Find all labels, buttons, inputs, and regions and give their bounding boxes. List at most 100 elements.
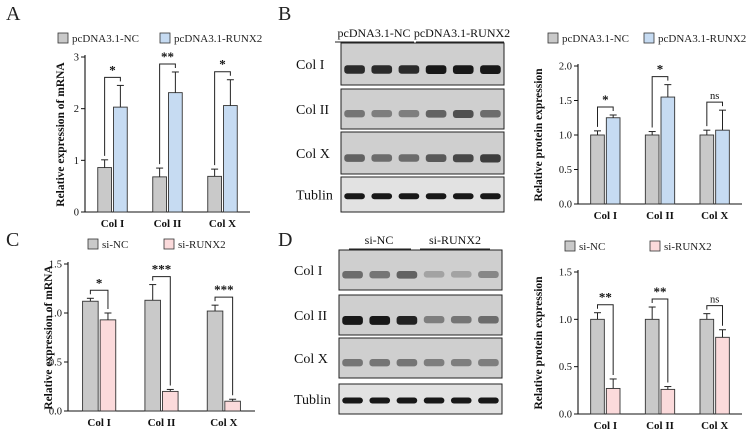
y-axis-title: Relative protein expression bbox=[533, 276, 545, 410]
bar bbox=[715, 129, 730, 205]
legend-label: pcDNA3.1-RUNX2 bbox=[658, 33, 746, 45]
bar bbox=[223, 105, 238, 213]
y-axis-title: Relative expression of mRNA bbox=[43, 265, 55, 410]
significance-label: * bbox=[109, 62, 116, 77]
bar bbox=[144, 299, 161, 412]
bar bbox=[699, 134, 715, 205]
x-tick-label: Col II bbox=[154, 218, 182, 230]
blot-band bbox=[344, 154, 365, 162]
blot-row-label: Col X bbox=[296, 147, 330, 162]
significance-label: *** bbox=[214, 282, 234, 297]
significance-bracket bbox=[706, 101, 723, 127]
blot-band bbox=[450, 397, 472, 404]
x-tick-label: Col I bbox=[594, 210, 618, 222]
legend-swatch bbox=[547, 32, 559, 44]
bar bbox=[168, 92, 183, 213]
bar bbox=[590, 318, 605, 415]
blot-band bbox=[344, 65, 365, 74]
blot-band bbox=[425, 65, 447, 75]
y-tick-label: 0.5 bbox=[49, 358, 62, 369]
x-tick-label: Col X bbox=[210, 417, 237, 429]
significance-bracket bbox=[597, 304, 614, 375]
x-tick-label: Col II bbox=[646, 420, 674, 432]
significance-bracket bbox=[597, 106, 614, 127]
y-axis-title: Relative expression of mRNA bbox=[55, 62, 67, 207]
blot-membrane bbox=[340, 131, 505, 175]
significance-bracket bbox=[706, 305, 723, 326]
blot-band bbox=[425, 193, 447, 200]
significance-label: ** bbox=[161, 49, 174, 64]
significance-label: ns bbox=[710, 295, 719, 306]
legend-swatch bbox=[57, 32, 69, 44]
blot-row-label: Col I bbox=[294, 264, 323, 279]
y-tick-label: 2.0 bbox=[559, 62, 572, 73]
chart-b: pcDNA3.1-NC pcDNA3.1-RUNX2 0.0 0.5 1.0 1.5 2.0… bbox=[533, 32, 746, 222]
blot-band bbox=[369, 359, 391, 367]
panel-letter-d: D bbox=[278, 229, 292, 251]
blot-band bbox=[423, 271, 445, 278]
blot-band bbox=[344, 193, 365, 200]
bar bbox=[715, 336, 730, 415]
blot-band bbox=[452, 154, 474, 163]
bar bbox=[660, 388, 676, 415]
blot-band bbox=[398, 154, 420, 162]
blot-band bbox=[478, 271, 499, 279]
blot-group-label: si-NC bbox=[365, 233, 394, 247]
blot-band bbox=[369, 271, 391, 279]
blot-b: pcDNA3.1-NC pcDNA3.1-RUNX2 Col I Col II Col … bbox=[296, 26, 510, 213]
x-tick-label: Col X bbox=[209, 218, 236, 230]
blot-band bbox=[369, 397, 391, 404]
blot-band bbox=[480, 65, 501, 75]
blot-band bbox=[398, 110, 420, 118]
y-axis-title: Relative protein expression bbox=[533, 68, 545, 202]
legend-label: si-NC bbox=[102, 239, 128, 251]
blot-membrane bbox=[338, 337, 503, 379]
significance-bracket bbox=[651, 76, 669, 128]
blot-row-label: Col X bbox=[294, 352, 328, 367]
blot-group-label: pcDNA3.1-NC bbox=[338, 26, 411, 40]
significance-bracket bbox=[214, 296, 234, 396]
legend-swatch bbox=[564, 240, 576, 252]
blot-band bbox=[478, 397, 499, 404]
significance-bracket bbox=[152, 276, 171, 386]
y-tick-label: 0.0 bbox=[49, 407, 62, 418]
x-tick-label: Col X bbox=[701, 420, 728, 432]
y-tick-label: 1.0 bbox=[49, 309, 62, 320]
x-tick-label: Col I bbox=[87, 417, 111, 429]
blot-band bbox=[396, 316, 418, 325]
y-tick-label: 0.5 bbox=[559, 165, 572, 176]
blot-band bbox=[450, 271, 472, 278]
bar bbox=[605, 387, 621, 415]
blot-band bbox=[369, 316, 391, 325]
blot-band bbox=[423, 397, 445, 404]
blot-membrane bbox=[338, 383, 503, 415]
blot-band bbox=[342, 397, 363, 404]
significance-bracket bbox=[651, 298, 669, 383]
blot-band bbox=[398, 65, 420, 74]
bar bbox=[82, 300, 99, 412]
blot-band bbox=[452, 65, 474, 75]
bar bbox=[590, 134, 605, 205]
significance-label: * bbox=[96, 275, 103, 290]
blot-band bbox=[480, 110, 501, 118]
blot-band bbox=[344, 110, 365, 118]
y-tick-label: 0.0 bbox=[559, 200, 572, 211]
x-tick-label: Col II bbox=[646, 210, 674, 222]
blot-band bbox=[371, 65, 393, 74]
blot-band bbox=[478, 316, 499, 324]
blot-group-label: pcDNA3.1-RUNX2 bbox=[414, 26, 510, 40]
blot-membrane bbox=[340, 176, 505, 213]
blot-band bbox=[342, 316, 363, 325]
bar bbox=[644, 134, 660, 205]
x-tick-label: Col II bbox=[148, 417, 176, 429]
legend-label: pcDNA3.1-NC bbox=[562, 33, 629, 45]
blot-band bbox=[371, 193, 393, 200]
blot-d: si-NC si-RUNX2 Col I Col II Col X Tublin bbox=[294, 233, 503, 415]
significance-label: ns bbox=[710, 91, 719, 102]
blot-row-label: Col II bbox=[294, 309, 327, 324]
blot-band bbox=[425, 110, 447, 118]
blot-band bbox=[342, 271, 363, 279]
significance-bracket bbox=[214, 71, 231, 166]
legend-swatch bbox=[649, 240, 661, 252]
